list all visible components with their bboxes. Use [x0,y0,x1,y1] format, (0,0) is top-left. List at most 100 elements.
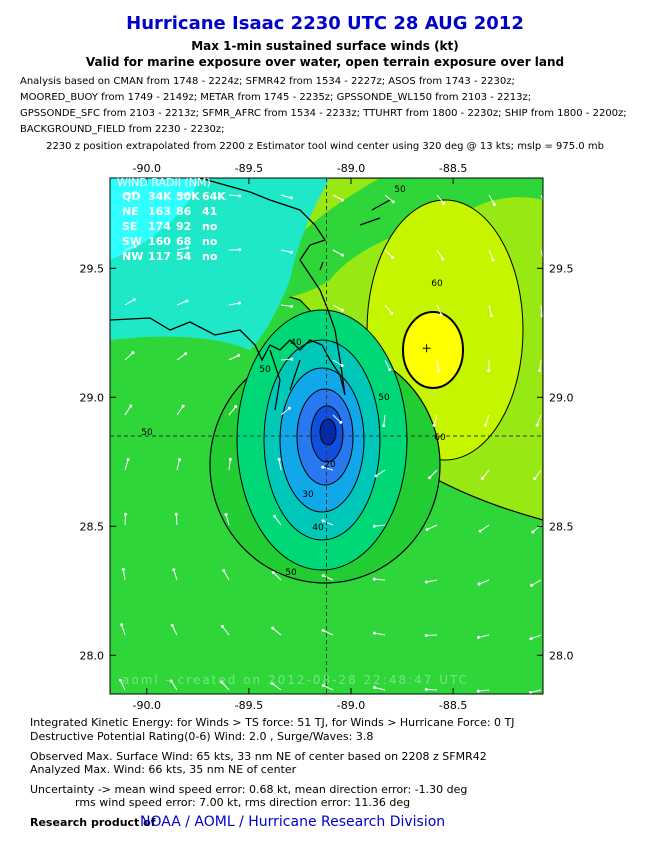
wind-arrow [124,192,136,196]
wind-arrow [280,358,292,361]
wind-arrow [223,570,230,581]
wind-arrow [176,193,188,196]
wind-arrow [332,414,342,423]
wind-arrow-head [425,527,429,531]
wind-arrow-head [424,687,428,691]
wind-arrow [176,300,188,306]
footer-line: Destructive Potential Rating(0-6) Wind: … [30,730,373,743]
wind-arrow-head [321,683,325,687]
wind-arrow [124,514,127,526]
band [260,178,543,300]
wind-arrow [122,569,126,581]
contour-label: 50 [141,428,153,438]
wind-arrow-head [120,623,124,627]
x-tick-label: -89.0 [337,162,365,175]
wind-arrow [228,302,240,306]
wind-arrow-head [238,248,242,252]
wind-arrow [322,520,334,526]
wind-arrow-head [432,423,436,427]
wind-arrow [272,627,282,636]
wind-arrow-head [382,424,386,428]
wind-arrow [124,405,132,416]
wind-arrow [433,414,438,426]
wind-arrow-head [169,679,173,683]
wind-arrow [124,459,129,471]
wind-arrow-head [124,512,128,516]
subtitle: Max 1-min sustained surface winds (kt) [191,39,459,53]
wind-radii-cell: 92 [176,220,191,233]
wind-arrow [536,414,542,426]
wind-arrow [484,414,490,426]
wind-arrow-head [529,691,533,694]
x-tick-label: -89.0 [337,699,365,712]
wind-arrow-head [270,682,274,686]
wind-arrow [530,689,542,694]
wind-arrow-head [478,529,482,533]
wind-arrow-head [372,631,376,635]
wind-radii-cell: 54 [176,250,192,263]
wind-arrow-head [181,404,185,408]
wind-arrow [478,579,490,585]
y-tick-label: 29.0 [549,391,574,404]
wind-radii-cell: no [202,220,218,233]
credit[interactable]: NOAA / AOML / Hurricane Research Divisio… [140,814,445,830]
wind-radii-cell: 160 [148,235,171,248]
contour-label: 20 [324,460,336,470]
analysis-line: GPSSONDE_SFC from 2103 - 2213z; SFMR_AFR… [20,108,627,119]
wind-arrow-head [477,582,481,586]
wind-arrow [375,469,386,477]
credit-prefix: Research product of [30,816,156,829]
wind-arrow-head [424,633,428,637]
wind-radii-header: 34K [148,190,172,203]
wind-arrow [384,304,393,314]
wind-arrow [479,524,490,532]
wind-arrow [384,359,391,370]
wind-arrow [228,406,237,416]
wind-arrow [228,194,240,197]
contour-65 [402,311,464,389]
wind-arrow-head [234,405,238,409]
y-tick-label: 28.0 [80,649,105,662]
contour-5 [319,418,337,446]
wind-arrow [221,681,230,691]
x-tick-label: -89.5 [235,162,263,175]
contour-label: 50 [259,365,271,375]
wind-arrow-head [237,353,241,357]
wind-arrow [481,469,490,479]
wind-arrow-head [186,192,190,196]
wind-arrow-head [185,246,189,250]
wind-arrow [540,304,543,316]
wind-arrow-head [228,457,232,461]
wind-arrow-head [289,196,293,200]
wind-arrow-head [477,635,481,639]
analysis-line: Analysis based on CMAN from 1748 - 2224z… [20,76,515,87]
wind-arrow-head [442,201,446,205]
wind-radii-cell: 163 [148,205,171,218]
wind-arrow [272,683,282,691]
wind-radii-header: 50K [176,190,200,203]
wind-arrow-head [126,458,130,462]
wind-arrow-head [273,514,277,518]
wind-arrow-head [321,519,325,523]
contour-label: 40 [312,523,324,533]
wind-arrow-head [391,255,395,259]
wind-arrow-head [439,313,443,317]
wind-arrow-head [277,457,281,461]
wind-radii-cell: 41 [202,205,217,218]
wind-arrow [540,249,543,260]
wind-arrow-head [185,299,189,303]
wind-arrow-head [374,474,378,478]
wind-arrow-head [373,685,377,689]
wind-arrow [124,245,136,251]
wind-arrow [173,569,178,581]
wind-radii-cell: 174 [148,220,171,233]
wind-arrow [374,632,386,636]
coastline [110,178,346,396]
wind-arrow-head [424,580,428,584]
wind-arrow [280,304,292,307]
wind-arrow [534,469,542,480]
wind-arrow [278,459,282,471]
wind-arrow [176,459,181,471]
wind-arrow [478,634,490,638]
